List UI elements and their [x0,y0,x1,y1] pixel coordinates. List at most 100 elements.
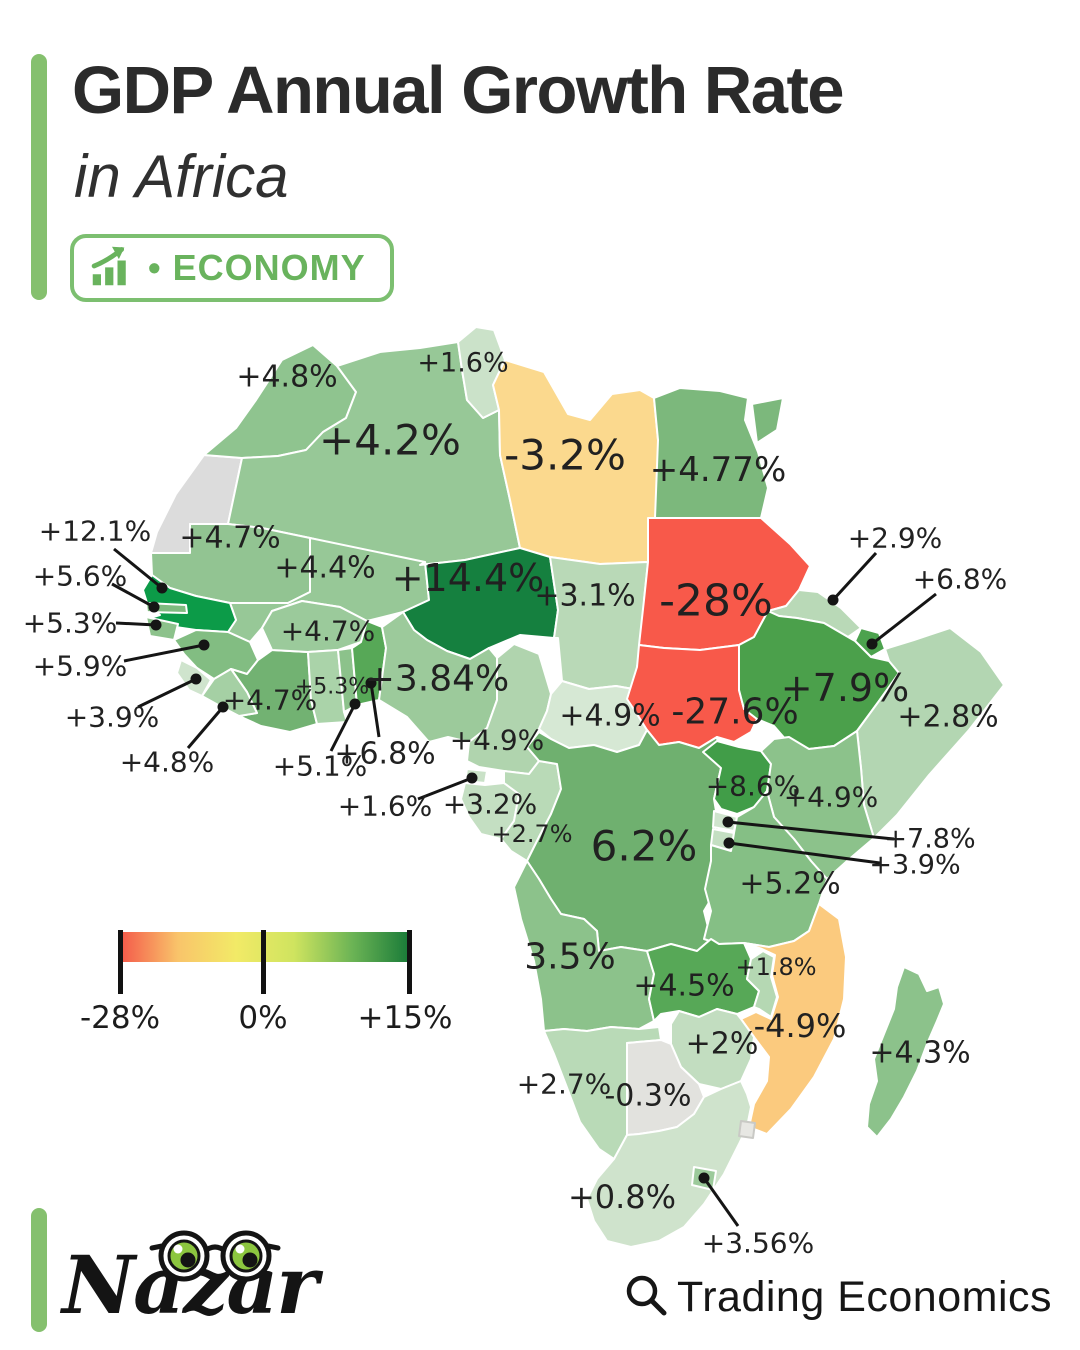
country-value-rwanda: +7.8% [884,824,975,855]
leader-dot-benin [365,677,377,689]
country-value-morocco: +4.8% [236,360,337,395]
leader-dot-rwanda [722,816,734,828]
leader-line-senegal [113,547,163,590]
country-value-gambia: +5.6% [33,560,128,593]
leader-line-lesotho [702,1177,740,1227]
leader-dot-sierra-leone [190,673,202,685]
country-value-angola: 3.5% [524,937,615,978]
leader-line-gambia [111,582,155,609]
country-chad [549,556,650,691]
country-value-sudan: -28% [659,576,773,627]
country-value-drc: 6.2% [591,822,698,871]
page-title: GDP Annual Growth Rate [72,53,845,128]
source-label: Trading Economics [677,1272,1052,1321]
country-value-gabon: +3.2% [443,788,538,821]
country-value-benin: +6.8% [334,737,435,772]
color-scale-legend: -28% 0% +15% [80,930,452,1040]
country-value-tanzania: +5.2% [739,867,840,902]
country-value-mauritania: +4.7% [179,521,280,556]
country-value-namibia: +2.7% [517,1068,612,1101]
country-value-uganda: +8.6% [706,770,801,803]
leader-dot-guinea [198,639,210,651]
country-value-zimbabwe: +2% [686,1027,759,1062]
leader-dot-guinea-bissau [150,619,162,631]
country-value-zambia: +4.5% [633,969,734,1004]
leader-line-djibouti [871,592,937,646]
country-value-sierra-leone: +3.9% [65,701,160,734]
country-value-ethiopia: +7.9% [781,666,909,710]
magnifier-icon [623,1272,669,1322]
country-value-chad: +3.1% [534,579,635,614]
leader-dot-gambia [148,601,160,613]
country-value-madagascar: +4.3% [869,1036,970,1071]
country-value-nigeria: +3.84% [365,659,510,700]
country-value-algeria: +4.2% [319,416,461,465]
leader-line-rwanda [727,820,895,841]
country-malawi [746,950,778,1018]
footer-accent-bar [31,1208,47,1332]
economy-badge-label: • ECONOMY [148,247,366,288]
country-madagascar [866,966,945,1138]
country-value-guinea-bissau: +5.3% [23,607,118,640]
country-value-liberia: +4.8% [120,746,215,779]
leader-line-guinea-bissau [115,621,157,627]
country-value-libya: -3.2% [504,431,626,480]
country-value-togo: +5.1% [273,750,368,783]
leader-line-burundi [728,841,881,865]
leader-dot-lesotho [698,1172,710,1184]
leader-dot-liberia [217,701,229,713]
source-attribution: Trading Economics [623,1272,1052,1322]
country-value-ghana: +5.3% [295,675,369,700]
legend-tick-max [407,930,412,994]
country-value-guinea: +5.9% [33,650,128,683]
legend-tick-min [118,930,123,994]
country-value-burkina-faso: +4.7% [281,615,376,648]
legend-mid-label: 0% [238,1000,288,1036]
legend-max-label: +15% [357,1000,453,1036]
country-value-tunisia: +1.6% [417,348,508,379]
country-value-mali: +4.4% [274,551,375,586]
leader-dot-equatorial-guinea [466,772,478,784]
country-value-car: +4.9% [559,699,660,734]
country-value-somalia: +2.8% [897,700,998,735]
country-eswatini [738,1120,756,1139]
legend-tick-mid [261,930,266,994]
country-value-egypt: +4.77% [650,450,787,490]
country-south-sudan [626,644,758,749]
leader-dot-togo [349,698,361,710]
leader-dot-eritrea [827,594,839,606]
country-somalia [856,627,1005,839]
leader-line-benin [369,682,381,738]
country-value-south-africa: +0.8% [568,1178,676,1216]
header-accent-bar [31,54,47,300]
glasses-icon [148,1222,282,1290]
leader-line-sierra-leone [137,677,197,709]
leader-line-guinea [123,643,205,663]
country-value-burundi: +3.9% [869,850,960,881]
country-value-equatorial-guinea: +1.6% [338,790,433,823]
country-value-congo: +2.7% [491,820,572,848]
legend-min-label: -28% [79,1000,161,1036]
country-value-south-sudan: -27.6% [671,692,798,733]
country-value-mozambique: -4.9% [754,1007,847,1045]
leader-line-equatorial-guinea [417,776,473,801]
country-egypt [653,387,784,519]
country-value-djibouti: +6.8% [913,563,1008,596]
country-value-malawi: +1.8% [735,953,816,981]
country-value-kenya: +4.9% [784,781,879,814]
leader-line-togo [329,703,357,752]
leader-dot-burundi [723,837,735,849]
country-value-lesotho: +3.56% [702,1227,814,1260]
country-value-senegal: +12.1% [39,515,151,548]
page-subtitle: in Africa [74,143,289,210]
leader-dot-djibouti [866,638,878,650]
country-value-botswana: -0.3% [604,1079,691,1114]
economy-badge: • ECONOMY [70,234,394,302]
country-value-niger: +14.4% [392,556,545,600]
leader-line-liberia [186,706,225,749]
country-value-eritrea: +2.9% [848,522,943,555]
country-value-cameroon: +4.9% [450,724,545,757]
leader-dot-senegal [156,582,168,594]
leader-line-eritrea [831,551,878,602]
